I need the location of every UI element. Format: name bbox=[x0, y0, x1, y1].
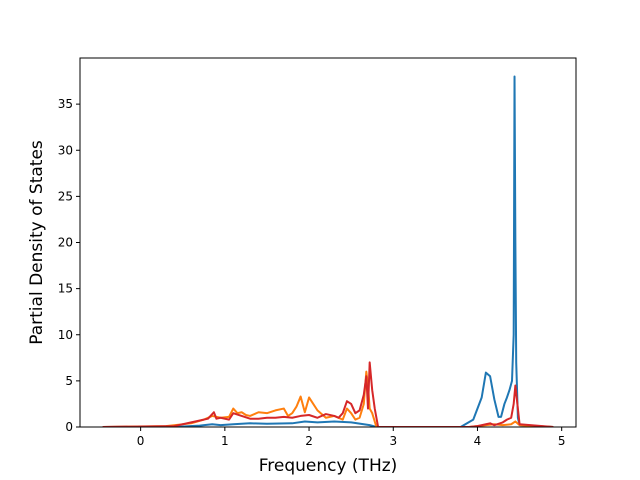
y-tick-label: 35 bbox=[58, 97, 73, 111]
series-line-1 bbox=[102, 75, 554, 427]
x-tick-label: 3 bbox=[389, 434, 397, 448]
series-group bbox=[102, 75, 554, 427]
x-tick-label: 5 bbox=[558, 434, 566, 448]
series-line-2 bbox=[102, 370, 554, 427]
x-axis-label: Frequency (THz) bbox=[259, 456, 398, 476]
y-tick-label: 0 bbox=[65, 420, 73, 434]
x-tick-label: 1 bbox=[221, 434, 229, 448]
y-tick-label: 15 bbox=[58, 282, 73, 296]
y-tick-label: 20 bbox=[58, 236, 73, 250]
y-tick-label: 5 bbox=[65, 374, 73, 388]
x-axis: 0 1 2 3 4 5 bbox=[137, 427, 566, 448]
y-axis-label: Partial Density of States bbox=[27, 140, 47, 345]
y-tick-label: 30 bbox=[58, 143, 73, 157]
y-tick-label: 10 bbox=[58, 328, 73, 342]
y-axis: 0 5 10 15 20 25 30 35 bbox=[58, 97, 80, 434]
series-line-3 bbox=[102, 361, 554, 427]
y-tick-label: 25 bbox=[58, 189, 73, 203]
x-tick-label: 4 bbox=[474, 434, 482, 448]
x-tick-label: 0 bbox=[137, 434, 145, 448]
x-tick-label: 2 bbox=[305, 434, 313, 448]
